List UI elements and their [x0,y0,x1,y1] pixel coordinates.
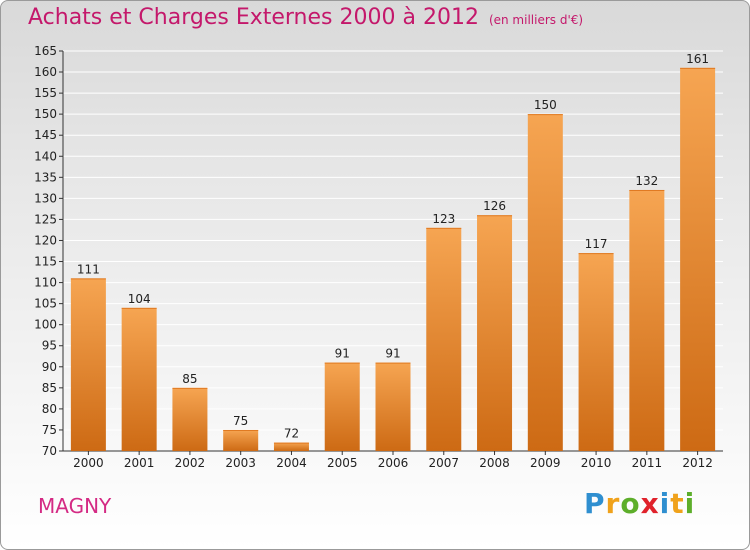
bar [172,387,208,451]
x-tick-label: 2012 [682,456,713,470]
x-tick-label: 2002 [175,456,206,470]
bars-layer [70,67,716,451]
y-tick-label: 75 [42,423,57,437]
y-tick-label: 105 [34,297,57,311]
title-text: Achats et Charges Externes 2000 à 2012 [28,5,479,30]
bar [426,227,462,451]
y-tick-label: 135 [34,170,57,184]
bar [121,307,157,451]
value-label: 126 [483,199,506,213]
chart-title: Achats et Charges Externes 2000 à 2012 (e… [28,5,583,30]
bar [578,253,614,451]
x-tick-label: 2006 [378,456,409,470]
value-label: 91 [335,347,350,361]
x-tick-label: 2003 [225,456,256,470]
bar [223,429,259,451]
y-tick-label: 160 [34,65,57,79]
y-tick-label: 100 [34,318,57,332]
value-label: 123 [432,212,455,226]
x-tick-label: 2005 [327,456,358,470]
labels-layer: 111 104 85 75 72 91 91 123 126 150 117 132 161 [77,52,709,441]
y-tick-label: 165 [34,44,57,58]
value-label: 85 [182,372,197,386]
value-label: 75 [233,414,248,428]
y-tick-label: 130 [34,191,57,205]
bar [527,114,563,451]
y-tick-label: 125 [34,212,57,226]
x-tick-label: 2009 [530,456,561,470]
bar [324,362,360,451]
y-tick-label: 150 [34,107,57,121]
y-tick-label: 120 [34,233,57,247]
value-label: 72 [284,427,299,441]
bar [273,442,309,451]
x-tick-label: 2011 [632,456,663,470]
bar [375,362,411,451]
bar [70,278,106,451]
x-tick-label: 2001 [124,456,155,470]
y-tick-label: 95 [42,339,57,353]
y-tick-label: 155 [34,86,57,100]
logo-letter: o [620,487,641,520]
y-tick-label: 145 [34,128,57,142]
logo-letter: i [684,487,696,520]
value-label: 132 [635,174,658,188]
logo-letter: P [584,487,606,520]
bar [680,67,716,451]
y-tick-label: 110 [34,276,57,290]
x-tick-label: 2007 [428,456,459,470]
y-tick-label: 80 [42,402,57,416]
value-label: 111 [77,262,100,276]
logo-letter: i [659,487,671,520]
proxiti-logo: Proxiti [584,487,695,520]
x-tick-label: 2000 [73,456,104,470]
title-unit: (en milliers d'€) [488,13,584,27]
bar [629,189,665,451]
value-label: 104 [128,292,151,306]
bar [477,215,513,451]
y-tick-label: 90 [42,360,57,374]
x-tick-label: 2004 [276,456,307,470]
y-tick-label: 70 [42,444,57,458]
x-tick-label: 2010 [581,456,612,470]
commune-name: MAGNY [38,494,112,518]
value-label: 91 [385,347,400,361]
y-tick-label: 140 [34,149,57,163]
logo-letter: t [670,487,685,520]
logo-letter: x [640,487,660,520]
value-label: 117 [585,237,608,251]
value-label: 150 [534,98,557,112]
logo-letter: r [605,487,621,520]
value-label: 161 [686,52,709,66]
x-tick-label: 2008 [479,456,510,470]
y-tick-label: 85 [42,381,57,395]
y-tick-label: 115 [34,255,57,269]
